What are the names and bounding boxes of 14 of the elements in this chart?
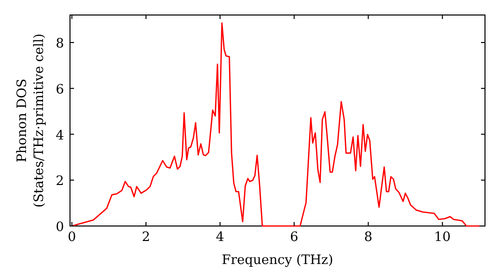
x-tick-label: 4: [216, 230, 224, 245]
y-tick-label: 2: [56, 174, 64, 190]
x-tick-label: 6: [290, 230, 298, 245]
y-tick-label: 0: [56, 220, 64, 235]
x-tick-label: 0: [68, 230, 76, 245]
line-series: [71, 22, 480, 227]
y-axis-title: Phonon DOS (States/THz·primitive cell): [15, 33, 47, 208]
y-tick-label: 4: [56, 128, 64, 144]
y-tick-label: 6: [56, 82, 64, 98]
x-tick-label: 8: [364, 230, 372, 245]
x-axis-title: Frequency (THz): [222, 253, 334, 268]
x-tick-label: 10: [434, 230, 451, 245]
x-tick-label: 2: [142, 230, 150, 245]
y-tick-label: 8: [56, 36, 64, 52]
